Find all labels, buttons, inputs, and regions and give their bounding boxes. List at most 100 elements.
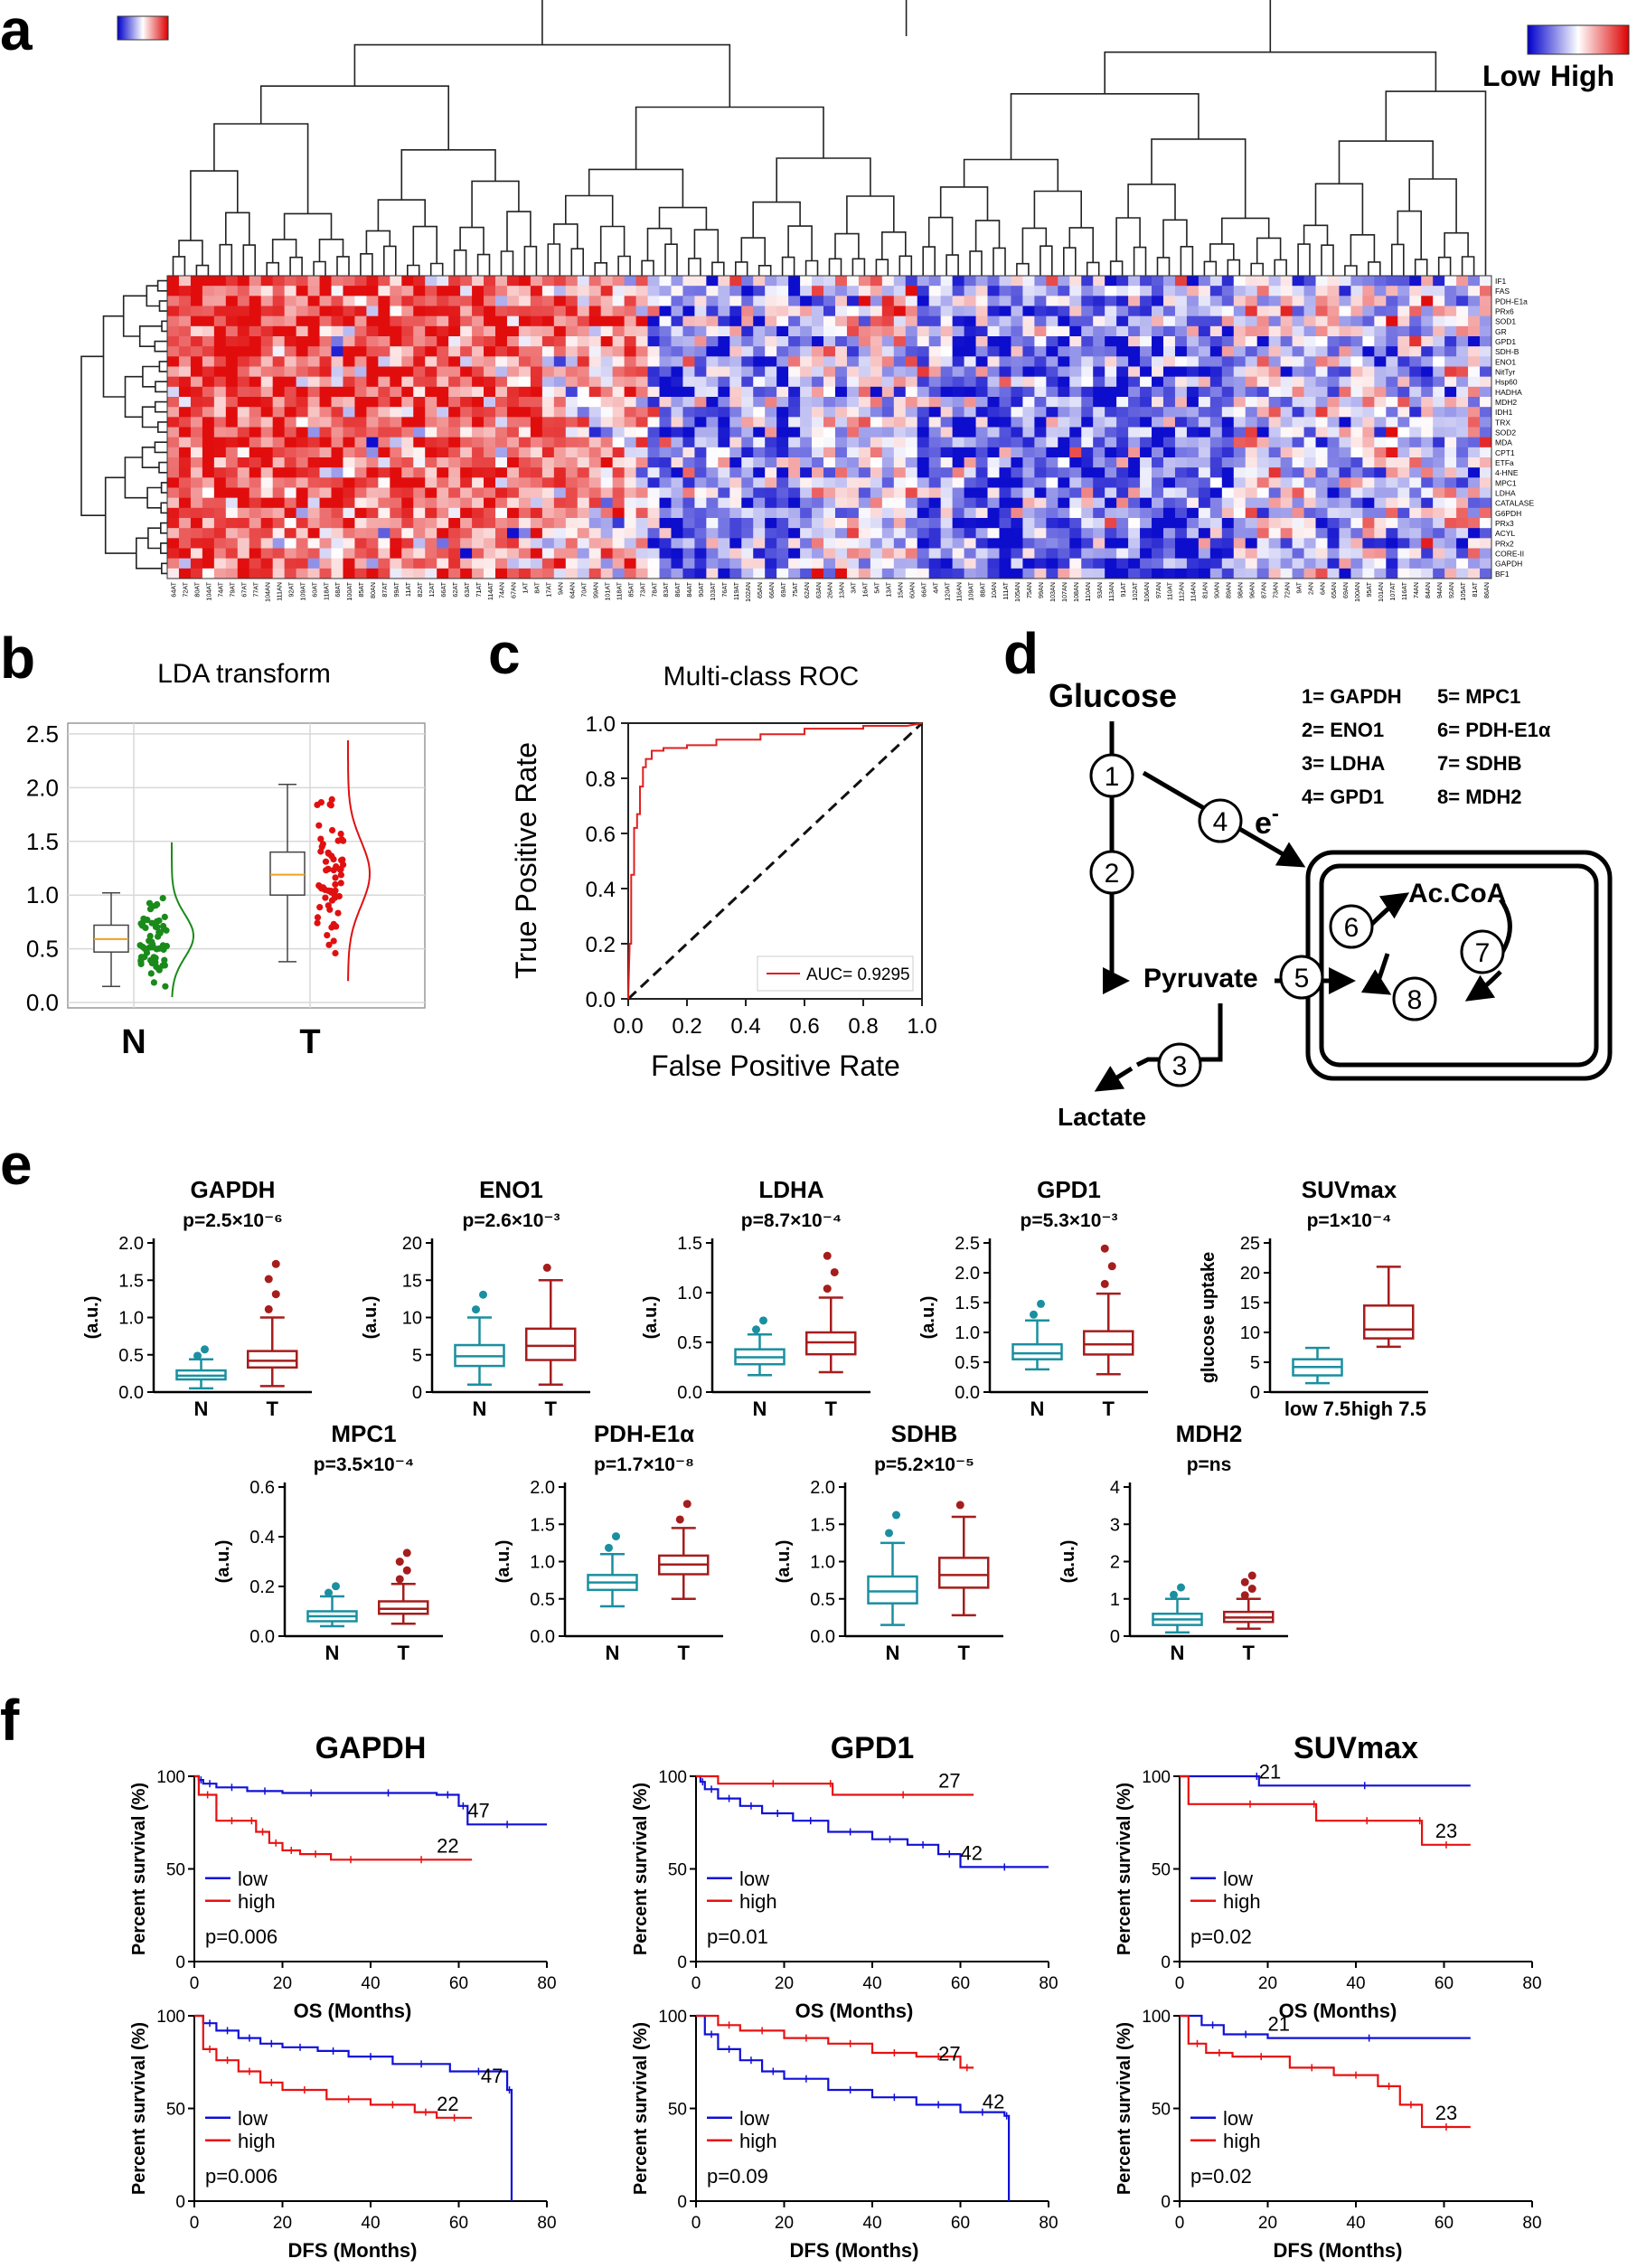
- column-dendrogram-branch: [565, 194, 614, 227]
- boxplot-y-tick-label: 2.0: [955, 1264, 980, 1284]
- heatmap-cell: [1198, 548, 1211, 560]
- boxplot-category-label: N: [606, 1642, 620, 1664]
- heatmap-cell: [448, 325, 461, 337]
- heatmap-cell: [495, 538, 508, 549]
- heatmap-cell: [635, 447, 648, 458]
- heatmap-cell: [917, 306, 930, 317]
- heatmap-cell: [553, 306, 567, 317]
- heatmap-cell: [928, 376, 942, 388]
- heatmap-cell: [1386, 427, 1398, 438]
- heatmap-cell: [647, 386, 660, 398]
- heatmap-cell: [565, 457, 579, 468]
- survival-y-tick-label: 100: [1142, 2008, 1171, 2027]
- heatmap-cell: [565, 477, 579, 488]
- heatmap-cell: [729, 306, 742, 317]
- heatmap-cell: [1209, 286, 1223, 296]
- heatmap-cell: [1386, 325, 1398, 337]
- boxplot-category-label: N: [473, 1398, 487, 1420]
- heatmap-cell: [706, 397, 719, 408]
- heatmap-cell: [881, 376, 895, 388]
- electron-charge: -: [1272, 802, 1279, 826]
- heatmap-cell: [1256, 497, 1270, 509]
- heatmap-cell: [1268, 286, 1282, 296]
- heatmap-cell: [237, 477, 250, 488]
- heatmap-cell: [378, 397, 390, 408]
- heatmap-row-label: LDHA: [1495, 488, 1516, 497]
- heatmap-cell: [577, 386, 590, 398]
- heatmap-cell: [1162, 568, 1176, 579]
- heatmap-cell: [1209, 437, 1223, 448]
- heatmap-cell: [1105, 417, 1117, 428]
- heatmap-cell: [812, 447, 824, 458]
- heatmap-cell: [893, 528, 907, 539]
- boxplot-gene-title: ENO1: [479, 1176, 543, 1203]
- column-dendrogram-branch: [846, 195, 895, 234]
- heatmap-cell: [1105, 376, 1117, 388]
- heatmap-cell: [1069, 286, 1082, 296]
- heatmap-cell: [448, 376, 461, 388]
- heatmap-cell: [588, 417, 602, 428]
- heatmap-cell: [1374, 296, 1387, 306]
- heatmap-cell: [260, 336, 274, 347]
- heatmap-cell: [999, 487, 1011, 499]
- heatmap-cell: [765, 325, 777, 337]
- survival-x-tick-label: 20: [273, 2214, 292, 2233]
- heatmap-cell: [1397, 306, 1410, 317]
- heatmap-cell: [1046, 528, 1058, 539]
- heatmap-cell: [565, 447, 579, 458]
- heatmap-cell: [823, 356, 836, 367]
- heatmap-cell: [319, 417, 332, 428]
- heatmap-cell: [1245, 518, 1258, 529]
- heatmap-cell: [765, 306, 777, 317]
- heatmap-cell: [1128, 386, 1141, 398]
- heatmap-cell: [413, 407, 426, 418]
- heatmap-cell: [612, 325, 626, 337]
- heatmap-cell: [378, 437, 390, 448]
- heatmap-cell: [706, 276, 719, 287]
- survival-legend-low: low: [1223, 1868, 1253, 1890]
- heatmap-cell: [753, 487, 766, 499]
- heatmap-cell: [812, 276, 824, 287]
- heatmap-cell: [846, 538, 860, 549]
- heatmap-column-label: 98AN: [1237, 582, 1245, 598]
- heatmap-cell: [331, 286, 343, 296]
- heatmap-column-label: 111AN: [275, 582, 283, 601]
- heatmap-cell: [1339, 548, 1351, 560]
- heatmap-cell: [565, 286, 579, 296]
- heatmap-cell: [1209, 477, 1223, 488]
- heatmap-cell: [401, 346, 414, 357]
- heatmap-cell: [1034, 477, 1047, 488]
- heatmap-cell: [917, 366, 930, 378]
- heatmap-cell: [1480, 315, 1492, 327]
- heatmap-cell: [1444, 306, 1457, 317]
- heatmap-cell: [495, 427, 508, 438]
- heatmap-cell: [167, 457, 180, 468]
- heatmap-cell: [460, 528, 473, 539]
- heatmap-cell: [647, 315, 660, 327]
- heatmap-cell: [249, 507, 262, 519]
- heatmap-cell: [729, 507, 742, 519]
- heatmap-cell: [1046, 376, 1058, 388]
- heatmap-cell: [718, 457, 730, 468]
- heatmap-cell: [964, 507, 976, 519]
- heatmap-cell: [472, 325, 485, 337]
- heatmap-cell: [237, 538, 250, 549]
- heatmap-cell: [753, 346, 766, 357]
- heatmap-cell: [1093, 457, 1105, 468]
- heatmap-cell: [425, 397, 437, 408]
- heatmap-cell: [343, 497, 355, 509]
- heatmap-cell: [893, 386, 907, 398]
- heatmap-cell: [1245, 487, 1258, 499]
- heatmap-cell: [905, 346, 918, 357]
- heatmap-column-label: 77AT: [252, 581, 260, 597]
- heatmap-column-label: 85AT: [626, 581, 635, 597]
- heatmap-cell: [272, 417, 286, 428]
- heatmap-cell: [390, 336, 402, 347]
- heatmap-cell: [706, 286, 719, 296]
- heatmap-cell: [741, 325, 754, 337]
- heatmap-cell: [776, 507, 789, 519]
- heatmap-cell: [612, 538, 626, 549]
- heatmap-cell: [1280, 325, 1293, 337]
- heatmap-cell: [1280, 538, 1293, 549]
- heatmap-cell: [425, 568, 437, 579]
